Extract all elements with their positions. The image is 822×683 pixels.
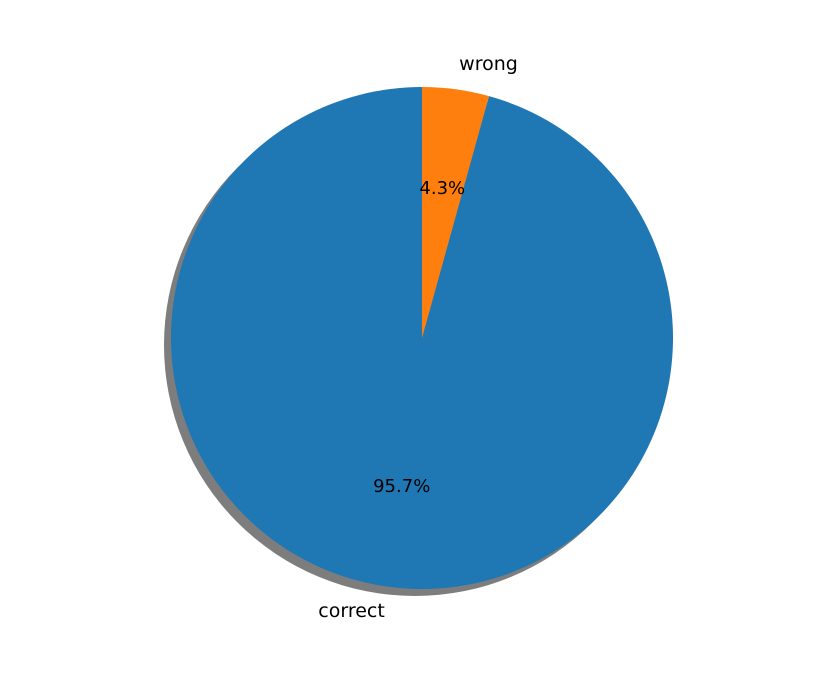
pie-slice-correct xyxy=(171,87,674,590)
slice-percent-wrong: 4.3% xyxy=(419,178,465,199)
labels-layer: correct 95.7% wrong 4.3% xyxy=(318,53,518,622)
slice-label-correct: correct xyxy=(318,600,385,622)
slice-label-wrong: wrong xyxy=(459,53,518,75)
slices-layer xyxy=(171,87,674,590)
slice-percent-correct: 95.7% xyxy=(373,476,430,497)
pie-slice-wrong xyxy=(422,87,489,338)
